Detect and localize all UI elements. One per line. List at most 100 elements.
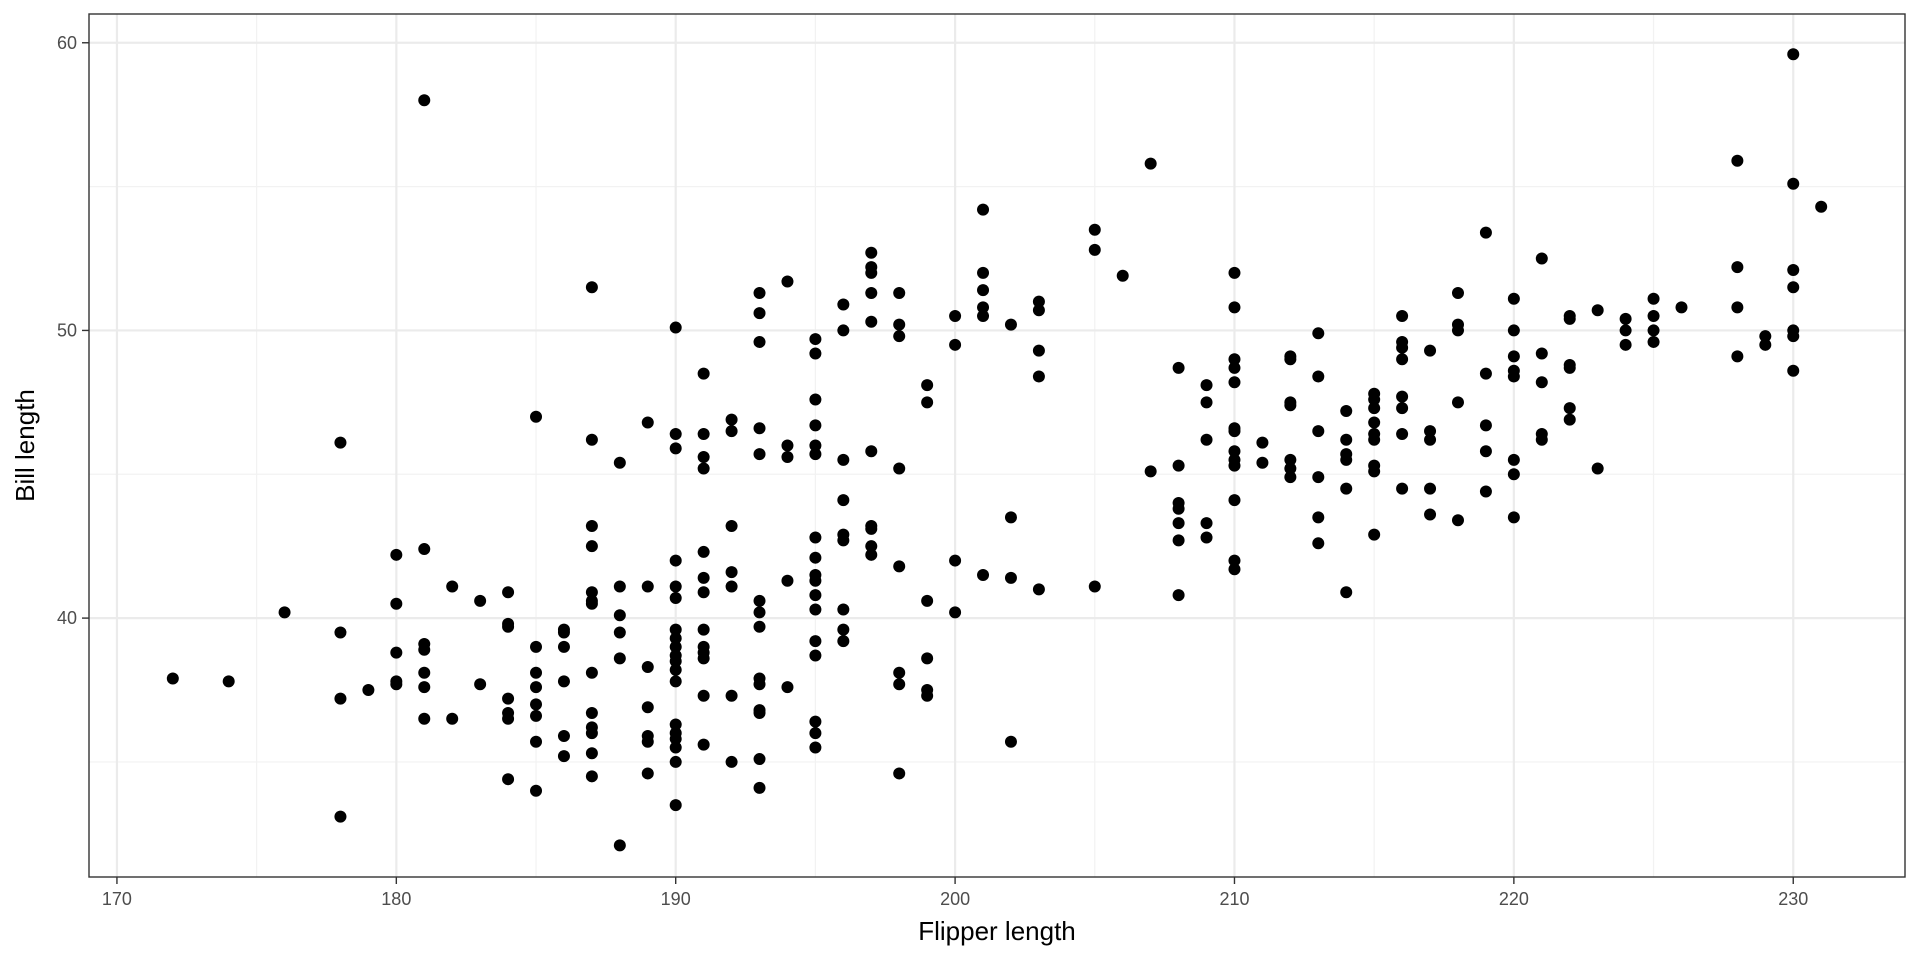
data-point <box>753 620 766 633</box>
data-point <box>1396 390 1409 403</box>
data-point <box>1228 563 1241 576</box>
data-point <box>613 652 626 665</box>
data-point <box>837 298 850 311</box>
data-point <box>1591 304 1604 317</box>
data-point <box>697 367 710 380</box>
data-point <box>809 603 822 616</box>
data-point <box>1172 459 1185 472</box>
data-point <box>809 333 822 346</box>
data-point <box>753 753 766 766</box>
data-point <box>278 606 291 619</box>
data-point <box>1368 402 1381 415</box>
data-point <box>1228 554 1241 567</box>
data-point <box>753 307 766 320</box>
data-point <box>530 410 543 423</box>
data-point <box>1172 534 1185 547</box>
data-point <box>530 735 543 748</box>
data-point <box>1340 586 1353 599</box>
data-point <box>557 750 570 763</box>
data-point <box>585 666 598 679</box>
data-point <box>1675 301 1688 314</box>
data-point <box>977 310 990 323</box>
data-point <box>418 681 431 694</box>
data-point <box>893 767 906 780</box>
data-point <box>781 439 794 452</box>
data-point <box>390 646 403 659</box>
data-point <box>1647 335 1660 348</box>
data-point <box>837 603 850 616</box>
data-point <box>613 580 626 593</box>
data-point <box>585 747 598 760</box>
data-point <box>474 678 487 691</box>
data-point <box>669 741 682 754</box>
x-tick-label: 220 <box>1499 889 1529 909</box>
data-point <box>1731 154 1744 167</box>
data-point <box>781 451 794 464</box>
data-point <box>530 784 543 797</box>
data-point <box>865 266 878 279</box>
data-point <box>1451 396 1464 409</box>
data-point <box>1032 583 1045 596</box>
data-point <box>1004 511 1017 524</box>
data-point <box>1340 482 1353 495</box>
data-point <box>921 379 934 392</box>
data-point <box>557 640 570 653</box>
y-tick-label: 60 <box>57 33 77 53</box>
data-point <box>1479 419 1492 432</box>
data-point <box>1228 266 1241 279</box>
data-point <box>753 678 766 691</box>
data-point <box>809 589 822 602</box>
data-point <box>781 275 794 288</box>
data-point <box>921 396 934 409</box>
data-point <box>1256 436 1269 449</box>
x-tick-label: 200 <box>940 889 970 909</box>
data-point <box>1479 485 1492 498</box>
data-point <box>1368 393 1381 406</box>
data-point <box>1507 453 1520 466</box>
data-point <box>641 735 654 748</box>
data-point <box>669 655 682 668</box>
data-point <box>669 632 682 645</box>
data-point <box>893 560 906 573</box>
data-point <box>977 301 990 314</box>
data-point <box>809 393 822 406</box>
data-point <box>1451 287 1464 300</box>
data-point <box>641 416 654 429</box>
data-point <box>669 718 682 731</box>
data-point <box>1172 589 1185 602</box>
data-point <box>669 755 682 768</box>
data-point <box>1396 341 1409 354</box>
data-point <box>1424 433 1437 446</box>
data-point <box>669 591 682 604</box>
data-point <box>1368 465 1381 478</box>
data-point <box>809 715 822 728</box>
data-point <box>585 597 598 610</box>
data-point <box>669 580 682 593</box>
data-point <box>669 554 682 567</box>
data-point <box>1032 370 1045 383</box>
data-point <box>697 545 710 558</box>
data-point <box>1032 344 1045 357</box>
data-point <box>1228 301 1241 314</box>
data-point <box>1284 453 1297 466</box>
data-point <box>1731 350 1744 363</box>
data-point <box>669 663 682 676</box>
data-point <box>1004 318 1017 331</box>
data-point <box>1731 301 1744 314</box>
data-point <box>1228 425 1241 438</box>
x-axis: 170 180 190 200 210 220 230 <box>102 877 1808 909</box>
data-point <box>1088 580 1101 593</box>
data-point <box>418 712 431 725</box>
data-point <box>390 548 403 561</box>
data-point <box>557 730 570 743</box>
data-point <box>530 698 543 711</box>
data-point <box>390 678 403 691</box>
data-point <box>1619 312 1632 325</box>
y-tick-label: 50 <box>57 320 77 340</box>
data-point <box>1396 482 1409 495</box>
data-point <box>1647 292 1660 305</box>
data-point <box>1507 324 1520 337</box>
data-point <box>809 448 822 461</box>
data-point <box>837 494 850 507</box>
data-point <box>1144 157 1157 170</box>
